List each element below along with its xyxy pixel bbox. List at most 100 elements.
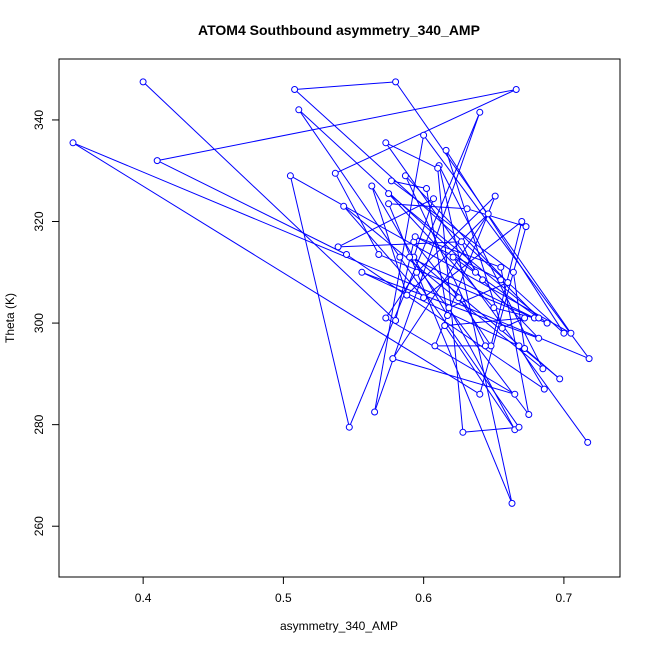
data-point [445, 304, 453, 312]
series-segment [413, 256, 561, 380]
data-point [368, 182, 376, 190]
plot-area [69, 78, 593, 507]
x-axis: 0.4 0.5 0.6 0.7 [135, 577, 573, 605]
series-segment [385, 272, 418, 319]
series-segment [399, 256, 520, 428]
series-segment [371, 185, 448, 316]
series-segment [385, 317, 516, 395]
series-segment [391, 180, 427, 189]
data-point [389, 355, 397, 363]
data-point [515, 342, 523, 350]
data-point [358, 268, 366, 276]
data-point [518, 218, 526, 225]
data-point [459, 428, 467, 436]
data-point [481, 342, 489, 350]
series-segment [289, 175, 350, 428]
data-point [522, 223, 530, 231]
data-point [455, 294, 463, 302]
data-point [331, 169, 339, 177]
data-point [535, 334, 543, 342]
x-tick-label: 0.4 [135, 591, 152, 605]
series-segment [72, 142, 481, 395]
data-point [392, 78, 400, 86]
y-tick-label: 340 [32, 110, 46, 130]
y-tick-label: 280 [32, 414, 46, 434]
data-point [385, 190, 393, 198]
data-point [535, 314, 543, 322]
data-point [511, 390, 519, 398]
data-point [69, 139, 77, 147]
data-point [463, 205, 471, 213]
data-point [430, 195, 437, 203]
series-segment [157, 89, 517, 162]
series-segment [338, 241, 462, 248]
series-segment [385, 142, 438, 169]
data-point [497, 263, 505, 271]
data-point [484, 210, 492, 218]
data-point [420, 131, 428, 139]
data-point [567, 329, 575, 337]
data-point [434, 164, 442, 172]
data-point [286, 172, 294, 180]
series-segment [361, 271, 520, 347]
data-point [515, 423, 523, 431]
series-segment [482, 279, 540, 339]
series-segment [409, 256, 535, 319]
data-point [371, 408, 379, 416]
series-segment [500, 279, 540, 319]
series-segment [415, 236, 501, 268]
series-segment [371, 185, 408, 296]
y-axis-label: Theta (K) [3, 293, 17, 343]
data-point [382, 314, 390, 322]
data-point [444, 312, 451, 319]
y-axis: 260 280 300 320 340 [32, 110, 59, 536]
series-segment [335, 89, 517, 174]
series-segment [392, 213, 489, 359]
data-point [387, 177, 395, 185]
data-point [556, 375, 564, 383]
data-point [525, 411, 533, 418]
y-tick-label: 260 [32, 516, 46, 536]
data-point [334, 243, 342, 251]
series-segment [142, 81, 396, 321]
data-point [442, 146, 450, 154]
data-point [153, 157, 161, 165]
data-point [479, 276, 487, 284]
y-tick-label: 320 [32, 211, 46, 231]
series-segment [392, 358, 515, 395]
data-point [585, 355, 593, 363]
series-segment [413, 198, 434, 258]
series-segment [466, 208, 527, 228]
data-point [449, 253, 457, 261]
data-point [385, 200, 393, 208]
series-segment [374, 135, 425, 413]
x-tick-label: 0.7 [556, 591, 573, 605]
data-point [431, 342, 439, 350]
data-point [512, 86, 520, 93]
series-segment [414, 236, 502, 281]
series-segment [416, 195, 496, 273]
data-point [539, 365, 547, 373]
series-segment [406, 213, 489, 296]
series-segment [409, 256, 530, 415]
data-point [392, 317, 400, 324]
data-point [345, 423, 353, 431]
data-point [396, 253, 404, 261]
series-segment [404, 175, 486, 347]
data-point [401, 172, 409, 180]
data-point [423, 185, 430, 192]
data-point [458, 238, 465, 246]
data-point [584, 438, 592, 446]
data-point [490, 304, 498, 312]
data-point [441, 322, 449, 330]
data-point [543, 319, 551, 327]
data-point [491, 192, 499, 200]
series-segment [448, 307, 516, 430]
x-axis-label: asymmetry_340_AMP [280, 619, 398, 633]
data-point [411, 233, 419, 241]
series-segment [444, 325, 516, 430]
data-point [497, 276, 505, 284]
data-point [476, 390, 484, 398]
y-tick-label: 300 [32, 313, 46, 333]
data-point [521, 345, 529, 352]
